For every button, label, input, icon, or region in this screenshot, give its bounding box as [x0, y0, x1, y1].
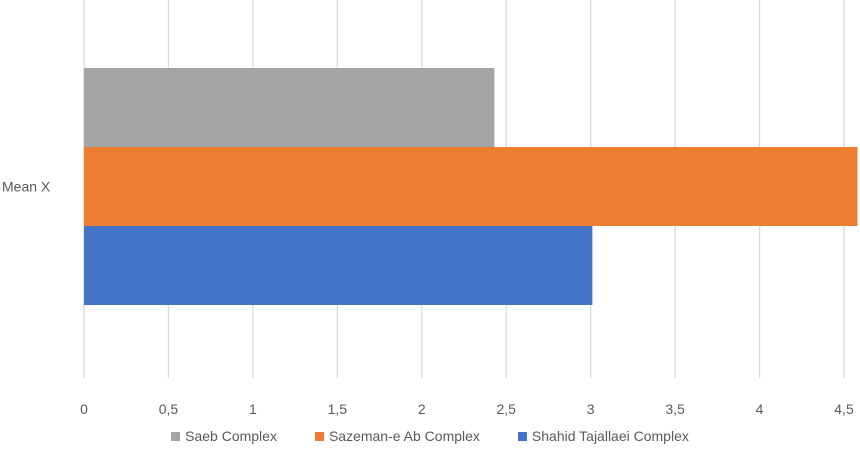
- legend-swatch: [517, 431, 527, 441]
- x-tick-label: 3: [587, 401, 595, 417]
- legend-item: Sazeman-e Ab Complex: [314, 428, 480, 444]
- bar-sazeman-e-ab-complex: [84, 147, 858, 226]
- x-tick-label: 2: [418, 401, 426, 417]
- x-tick-label: 1: [249, 401, 257, 417]
- legend: Saeb Complex Sazeman-e Ab Complex Shahid T…: [0, 424, 860, 448]
- legend-swatch: [314, 431, 324, 441]
- x-tick-label: 4: [756, 401, 764, 417]
- x-tick-label: 1,5: [328, 401, 348, 417]
- x-axis-tick-labels: 0 0,5 1 1,5 2 2,5 3 3,5 4 4,5: [80, 401, 854, 417]
- legend-item: Shahid Tajallaei Complex: [517, 428, 689, 444]
- category-labels: Mean X: [2, 179, 51, 195]
- bar-saeb-complex: [84, 68, 495, 147]
- x-tick-label: 0,5: [159, 401, 179, 417]
- legend-swatch: [171, 431, 181, 441]
- legend-label: Shahid Tajallaei Complex: [531, 428, 689, 444]
- x-tick-label: 3,5: [665, 401, 685, 417]
- category-label: Mean X: [2, 179, 51, 195]
- legend-label: Saeb Complex: [185, 428, 277, 444]
- x-tick-label: 2,5: [496, 401, 516, 417]
- legend-label: Sazeman-e Ab Complex: [328, 428, 480, 444]
- legend-item: Saeb Complex: [171, 428, 277, 444]
- bar-shahid-tajallaei-complex: [84, 226, 593, 305]
- x-tick-label: 0: [80, 401, 88, 417]
- x-tick-label: 4,5: [834, 401, 854, 417]
- bars: [84, 68, 858, 305]
